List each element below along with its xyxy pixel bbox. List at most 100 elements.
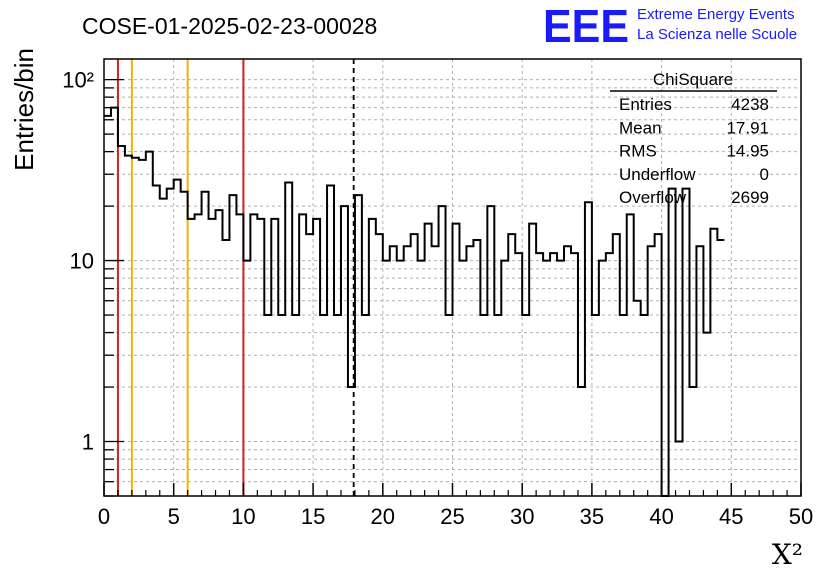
histogram-bin: [222, 240, 229, 496]
x-tick-label: 10: [231, 504, 255, 529]
histogram-bin: [299, 214, 306, 496]
stats-box: ChiSquare Entries 4238 Mean 17.91 RMS 14.95 Un…: [610, 70, 777, 207]
histogram-bin: [271, 219, 278, 496]
histogram-bin: [229, 195, 236, 496]
axis-ticks: 0 5 10 15 20 25 30 35 40 45 50 1 10 10²: [62, 68, 813, 529]
histogram-bin: [689, 387, 696, 496]
histogram-bin: [188, 219, 195, 496]
histogram-bin: [703, 333, 710, 496]
histogram-bin: [139, 160, 146, 496]
histogram-bin: [634, 301, 641, 496]
histogram-bin: [320, 315, 327, 496]
histogram-bin: [494, 315, 501, 496]
histogram-bin: [571, 253, 578, 496]
stats-title: ChiSquare: [653, 70, 733, 89]
histogram-bin: [613, 234, 620, 496]
histogram-bin: [167, 189, 174, 496]
histogram-bin: [453, 224, 460, 496]
histogram-bin: [529, 224, 536, 496]
histogram-bin: [717, 240, 724, 496]
histogram-bin: [348, 387, 355, 496]
histogram-bin: [508, 234, 515, 496]
histogram-bin: [557, 261, 564, 496]
histogram-bin: [432, 246, 439, 496]
stats-row-label: Mean: [619, 118, 662, 137]
y-tick-label: 10: [70, 249, 94, 274]
histogram-bin: [160, 199, 167, 496]
eee-logo: EEE: [543, 0, 629, 52]
logo-line-2: La Scienza nelle Scuole: [637, 26, 797, 43]
x-tick-label: 45: [719, 504, 743, 529]
histogram-bin: [669, 189, 676, 496]
histogram-bin: [648, 246, 655, 496]
stats-row-label: Entries: [619, 95, 672, 114]
stats-row-label: Underflow: [619, 165, 696, 184]
histogram-bin: [501, 261, 508, 496]
x-tick-label: 0: [98, 504, 110, 529]
histogram-bin: [306, 234, 313, 496]
histogram-bin: [236, 214, 243, 496]
histogram-bin: [376, 234, 383, 496]
x-tick-label: 15: [301, 504, 325, 529]
histogram-bin: [327, 185, 334, 496]
histogram-bin: [216, 210, 223, 496]
stats-row-label: RMS: [619, 142, 657, 161]
histogram-bin: [257, 219, 264, 496]
histogram-bin: [655, 234, 662, 496]
histogram-bin: [466, 246, 473, 496]
histogram-bin: [146, 152, 153, 496]
histogram-bin: [446, 315, 453, 496]
x-tick-label: 35: [580, 504, 604, 529]
histogram-bin: [132, 158, 139, 496]
histogram-bin: [390, 246, 397, 496]
histogram-bin: [550, 253, 557, 496]
histogram-bin: [355, 195, 362, 496]
histogram-bin: [383, 261, 390, 496]
histogram-bin: [181, 192, 188, 496]
histogram-bin: [250, 214, 257, 496]
x-tick-label: 20: [371, 504, 395, 529]
histogram-bin: [125, 156, 132, 496]
histogram-bin: [285, 183, 292, 496]
x-axis-label: X²: [772, 538, 803, 571]
histogram-bin: [111, 108, 118, 496]
y-tick-label: 1: [82, 430, 94, 455]
histogram-bin: [362, 315, 369, 496]
histogram-bin: [515, 253, 522, 496]
histogram-bin: [313, 219, 320, 496]
histogram-bin: [411, 234, 418, 496]
histogram-bin: [369, 219, 376, 496]
histogram-bin: [278, 315, 285, 496]
histogram-bin: [195, 214, 202, 496]
histogram-bin: [174, 180, 181, 496]
run-title: COSE-01-2025-02-23-00028: [82, 13, 377, 39]
stats-row-value: 4238: [731, 95, 769, 114]
logo-line-1: Extreme Energy Events: [637, 6, 795, 23]
histogram-layer: [104, 106, 725, 497]
histogram-bin: [473, 240, 480, 496]
histogram-bin: [683, 189, 690, 496]
histogram-bin: [439, 206, 446, 496]
histogram-bin: [209, 219, 216, 496]
histogram-bin: [153, 185, 160, 496]
stats-row-value: 2699: [731, 188, 769, 207]
histogram-bin: [536, 253, 543, 496]
histogram-bin: [543, 261, 550, 496]
histogram-bin: [202, 192, 209, 496]
histogram-bin: [627, 214, 634, 496]
stats-row-value: 14.95: [726, 142, 769, 161]
histogram-bin: [292, 315, 299, 496]
histogram-bin: [459, 261, 466, 496]
x-tick-label: 5: [168, 504, 180, 529]
histogram-bin: [243, 261, 250, 496]
histogram-bin: [334, 315, 341, 496]
x-tick-label: 30: [510, 504, 534, 529]
histogram-bin: [522, 315, 529, 496]
histogram-bin: [606, 253, 613, 496]
histogram-bin: [641, 315, 648, 496]
x-tick-label: 40: [649, 504, 673, 529]
histogram-bin: [487, 206, 494, 496]
histogram-bin: [620, 315, 627, 496]
x-tick-label: 25: [440, 504, 464, 529]
